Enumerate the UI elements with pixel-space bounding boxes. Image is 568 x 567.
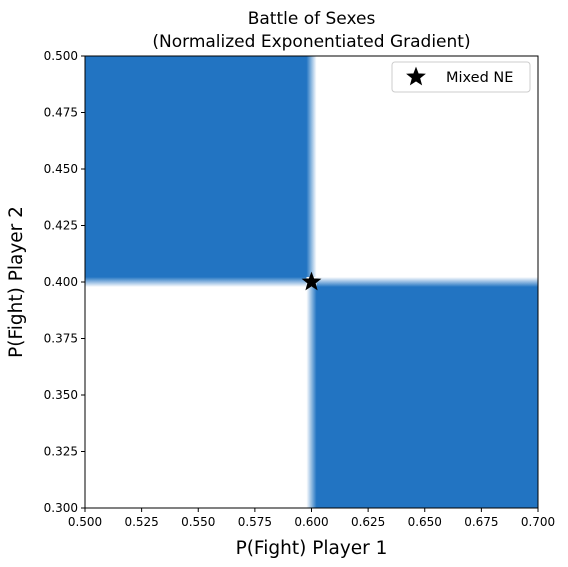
- y-tick-label: 0.350: [44, 388, 78, 402]
- region-2-fill: [316, 287, 538, 508]
- region-1-edge: [306, 56, 317, 277]
- x-tick-label: 0.700: [521, 515, 555, 529]
- y-tick-label: 0.475: [44, 106, 78, 120]
- legend-star-icon: [406, 66, 426, 86]
- x-tick-label: 0.600: [294, 515, 328, 529]
- y-tick-label: 0.500: [44, 49, 78, 63]
- y-tick-label: 0.300: [44, 501, 78, 515]
- y-tick-label: 0.400: [44, 275, 78, 289]
- chart-title-line2: (Normalized Exponentiated Gradient): [152, 32, 470, 52]
- legend-entry-label: Mixed NE: [446, 70, 513, 86]
- points-layer: [301, 271, 322, 291]
- region-1-fill: [85, 56, 307, 277]
- y-tick-label: 0.425: [44, 219, 78, 233]
- region-2-edge: [306, 287, 317, 508]
- legend-box: [391, 61, 531, 93]
- y-axis-label: P(Fight) Player 2: [6, 206, 27, 358]
- x-axis: 0.500 0.525 0.550 0.575 0.600 0.625 0.650 0.675…: [68, 508, 555, 529]
- chart-title-line1: Battle of Sexes: [248, 9, 376, 29]
- x-axis-label: P(Fight) Player 1: [236, 538, 388, 559]
- x-tick-label: 0.575: [238, 515, 272, 529]
- x-tick-label: 0.675: [464, 515, 498, 529]
- region-1: [85, 56, 317, 287]
- x-tick-label: 0.525: [124, 515, 158, 529]
- x-tick-label: 0.550: [181, 515, 215, 529]
- y-tick-label: 0.325: [44, 445, 78, 459]
- mixed-ne-point: [301, 271, 322, 291]
- y-axis: 0.300 0.325 0.350 0.375 0.400 0.425 0.450 0.475…: [44, 49, 85, 515]
- y-tick-label: 0.375: [44, 332, 78, 346]
- x-tick-label: 0.625: [351, 515, 385, 529]
- region-1-edge: [85, 277, 307, 287]
- plot-area: [85, 56, 538, 508]
- legend: Mixed NE: [391, 61, 531, 93]
- x-tick-label: 0.500: [68, 515, 102, 529]
- region-2: [306, 277, 538, 508]
- x-tick-label: 0.650: [408, 515, 442, 529]
- region-2-edge: [316, 277, 538, 287]
- y-tick-label: 0.450: [44, 162, 78, 176]
